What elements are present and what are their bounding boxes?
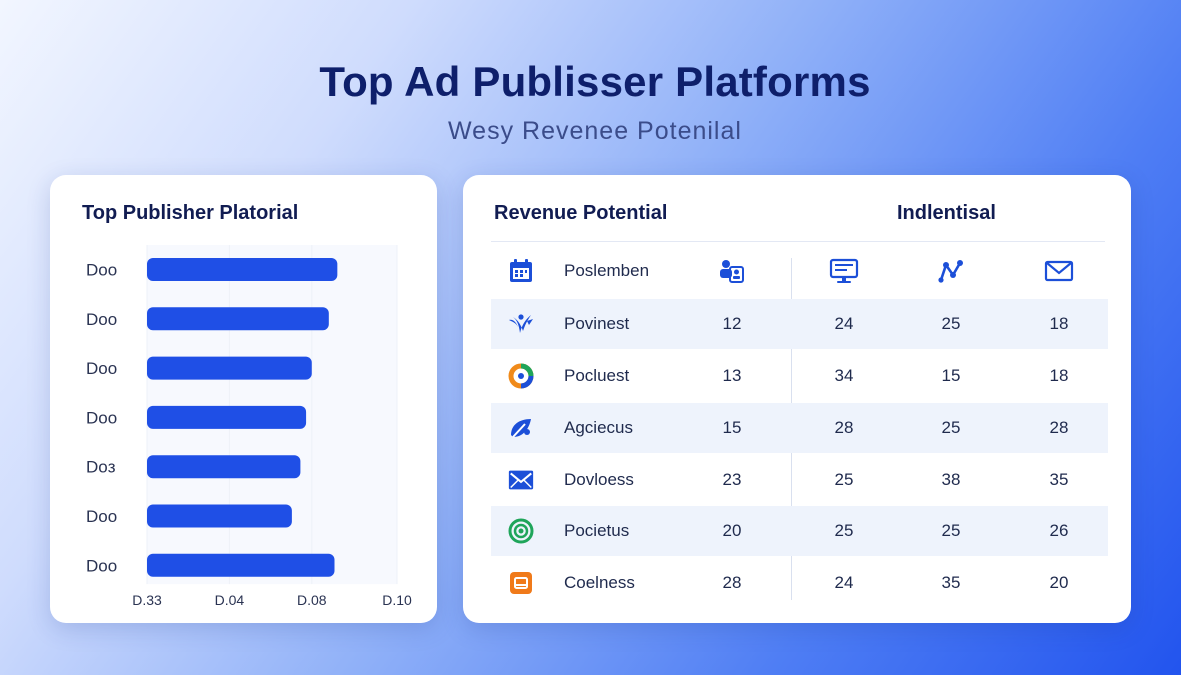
table-cell: 18 bbox=[1049, 314, 1069, 333]
group-title: Indlentisal bbox=[897, 202, 996, 224]
x-tick-label: D.04 bbox=[215, 592, 245, 608]
bar bbox=[147, 553, 335, 577]
table-cell: 12 bbox=[722, 314, 742, 333]
category-label: Doo bbox=[86, 359, 117, 378]
x-tick-label: D.33 bbox=[132, 592, 162, 608]
page-title: Top Ad Publisser Platforms bbox=[319, 58, 871, 105]
page-subtitle: Wesy Revenee Potenilal bbox=[448, 117, 742, 145]
table-cell: 24 bbox=[834, 573, 854, 592]
table-cell: 15 bbox=[941, 366, 961, 385]
bar bbox=[147, 504, 292, 528]
monitor-icon bbox=[829, 257, 859, 285]
bar-chart-card: Top Publisher Platorial Doo Doo Doo Doo Doз D… bbox=[50, 175, 437, 623]
category-label: Doз bbox=[86, 458, 116, 477]
bar-chart: Doo Doo Doo Doo Doз Doo Doo D.33 D.04 D.08 D.10 bbox=[86, 245, 412, 608]
table-cell: 38 bbox=[941, 470, 961, 489]
table-cell: 28 bbox=[1049, 418, 1069, 437]
table-row: Povinest 12 24 25 18 bbox=[491, 299, 1108, 349]
table-cell: 20 bbox=[722, 521, 742, 540]
table-cell: 25 bbox=[834, 470, 854, 489]
table-cell: 18 bbox=[1049, 366, 1069, 385]
row-name: Pocluest bbox=[564, 366, 630, 385]
target-icon bbox=[507, 517, 535, 545]
table-row: Dovloess 23 25 38 35 bbox=[491, 455, 1108, 505]
table-cell: 34 bbox=[834, 366, 854, 385]
revenue-table-title: Revenue Potential bbox=[494, 202, 668, 224]
table-cell: 25 bbox=[941, 314, 961, 333]
table-cell: 25 bbox=[941, 418, 961, 437]
table-row: Pocietus 20 25 25 26 bbox=[491, 506, 1108, 556]
leaf-icon bbox=[507, 414, 535, 442]
ring-icon bbox=[507, 362, 535, 390]
mail-icon bbox=[1044, 257, 1074, 285]
table-row: Pocluest 13 34 15 18 bbox=[491, 351, 1108, 401]
x-tick-label: D.08 bbox=[297, 592, 327, 608]
table-row: Agciecus 15 28 25 28 bbox=[491, 403, 1108, 453]
table-cell: 28 bbox=[834, 418, 854, 437]
table-row: Coelness 28 24 35 20 bbox=[491, 558, 1108, 608]
table-cell: 25 bbox=[941, 521, 961, 540]
row-name: Dovloess bbox=[564, 470, 634, 489]
table-cell: 26 bbox=[1049, 521, 1069, 540]
table-cell: 35 bbox=[1049, 470, 1069, 489]
table-cell: 15 bbox=[722, 418, 742, 437]
bar bbox=[147, 455, 301, 479]
table-cell: 25 bbox=[834, 521, 854, 540]
network-icon bbox=[936, 257, 966, 285]
bar-chart-title: Top Publisher Platorial bbox=[82, 202, 299, 224]
revenue-table-card: Revenue Potential Indlentisal Poslemben bbox=[463, 175, 1131, 623]
table-cell: 20 bbox=[1049, 573, 1069, 592]
envelope-icon bbox=[507, 466, 535, 494]
row-name: Agciecus bbox=[564, 418, 633, 437]
table-cell: 23 bbox=[722, 470, 742, 489]
bar bbox=[147, 258, 338, 281]
table-cell: 28 bbox=[722, 573, 742, 592]
category-label: Doo bbox=[86, 556, 117, 575]
table-cell: 24 bbox=[834, 314, 854, 333]
table-cell: 13 bbox=[722, 366, 742, 385]
people-icon bbox=[717, 257, 747, 285]
table-header-row: Poslemben bbox=[491, 246, 1108, 296]
bird-icon bbox=[507, 310, 535, 338]
category-label: Doo bbox=[86, 310, 117, 329]
category-label: Doo bbox=[86, 261, 117, 280]
header-row-label: Poslemben bbox=[564, 261, 650, 280]
category-label: Doo bbox=[86, 408, 117, 427]
category-label: Doo bbox=[86, 507, 117, 526]
table-cell: 35 bbox=[941, 573, 961, 592]
header-divider bbox=[491, 241, 1105, 242]
bar bbox=[147, 307, 329, 331]
calendar-icon bbox=[507, 257, 535, 285]
bar bbox=[147, 356, 312, 380]
x-tick-label: D.10 bbox=[382, 592, 412, 608]
row-name: Coelness bbox=[564, 573, 635, 592]
square-icon bbox=[507, 569, 535, 597]
row-name: Pocietus bbox=[564, 521, 630, 540]
row-name: Povinest bbox=[564, 314, 630, 333]
bar bbox=[147, 405, 307, 429]
